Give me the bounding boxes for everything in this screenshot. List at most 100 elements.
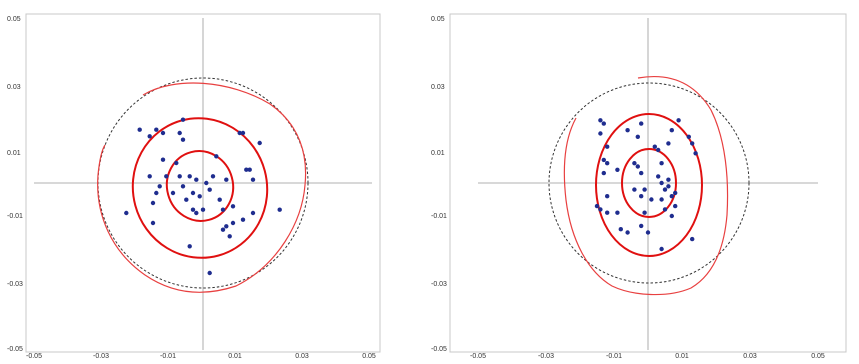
data-point	[669, 128, 674, 133]
data-point	[137, 127, 142, 132]
middle-red-ellipse	[595, 113, 703, 257]
data-point	[194, 210, 199, 216]
data-point	[605, 161, 610, 166]
data-point	[194, 177, 199, 182]
data-point	[200, 207, 206, 212]
data-point	[230, 220, 236, 226]
x-tick-label: 0.03	[743, 353, 757, 360]
data-point	[184, 197, 189, 202]
data-point	[639, 194, 644, 199]
data-point	[673, 203, 678, 209]
data-point	[210, 174, 216, 179]
y-tick-label: -0.01	[7, 213, 23, 220]
inner-red-ellipse	[621, 148, 677, 218]
data-point	[237, 130, 242, 136]
data-point	[676, 118, 681, 123]
data-point	[693, 151, 698, 156]
x-tick-label: 0.01	[228, 353, 242, 360]
data-point	[666, 184, 671, 189]
inner-red-ellipse	[165, 150, 235, 222]
data-point	[160, 130, 166, 136]
data-point	[177, 130, 182, 136]
outer-red-curve	[97, 82, 307, 293]
x-tick-label: 0.05	[811, 353, 825, 360]
data-point	[190, 207, 196, 212]
data-point	[662, 187, 668, 192]
data-points	[124, 117, 282, 276]
data-point	[230, 204, 236, 209]
y-tick-label: 0.03	[7, 84, 21, 91]
data-point	[669, 194, 674, 199]
data-point	[615, 167, 620, 172]
data-point	[257, 140, 262, 146]
data-point	[174, 160, 179, 166]
x-tick-label: -0.01	[160, 353, 176, 360]
data-point	[598, 131, 603, 136]
data-point	[635, 164, 640, 169]
data-point	[197, 194, 202, 199]
right-scatter-chart: -0.05 -0.03 -0.01 0.01 0.03 0.05 0.05 0.03 0.01 -…	[431, 13, 847, 360]
left-chart-panel: -0.05 -0.03 -0.01 0.01 0.03 0.05 0.05 0.03 0.01 -…	[0, 0, 400, 364]
data-point	[605, 210, 610, 215]
data-point	[180, 184, 186, 189]
data-point	[227, 234, 232, 239]
y-tick-label: 0.01	[7, 150, 21, 157]
data-point	[187, 244, 192, 249]
data-point	[666, 141, 671, 146]
data-point	[686, 134, 691, 139]
data-point	[659, 180, 664, 186]
data-point	[662, 207, 668, 212]
left-scatter-chart: -0.05 -0.03 -0.01 0.01 0.03 0.05 0.05 0.03 0.01 -…	[7, 13, 381, 360]
middle-red-ellipse	[131, 117, 269, 259]
data-point	[635, 134, 640, 139]
data-point	[150, 220, 156, 226]
x-tick-label: 0.03	[295, 353, 309, 360]
data-point	[601, 170, 606, 176]
y-tick-label: -0.05	[431, 346, 447, 353]
data-point	[247, 167, 252, 172]
data-point	[160, 157, 166, 162]
data-point	[240, 130, 246, 136]
data-point	[214, 154, 219, 159]
data-point	[204, 180, 209, 186]
data-point	[615, 210, 620, 215]
data-point	[649, 197, 654, 202]
plot-frame	[449, 13, 847, 353]
data-point	[605, 144, 610, 149]
x-tick-label: -0.05	[26, 353, 42, 360]
data-point	[659, 197, 664, 202]
y-tick-label: -0.01	[431, 213, 447, 220]
data-point	[625, 230, 630, 235]
dashed-reference-circle	[548, 82, 750, 284]
data-point	[632, 161, 637, 166]
data-point	[656, 174, 661, 179]
data-point	[150, 200, 156, 206]
data-point	[642, 187, 647, 192]
data-point	[250, 210, 256, 216]
data-point	[124, 210, 129, 216]
data-point	[618, 227, 623, 232]
data-point	[207, 270, 212, 276]
data-point	[240, 217, 246, 222]
data-point	[244, 167, 249, 172]
data-point	[170, 190, 176, 196]
data-point	[217, 197, 222, 202]
data-point	[659, 161, 664, 166]
data-point	[601, 157, 606, 163]
data-point	[180, 117, 186, 122]
data-point	[652, 144, 657, 149]
data-point	[666, 177, 671, 182]
data-point	[601, 121, 606, 126]
data-point	[154, 127, 159, 132]
data-point	[659, 246, 664, 252]
x-tick-label: -0.01	[606, 353, 622, 360]
y-tick-label: -0.05	[7, 346, 23, 353]
data-point	[639, 121, 644, 126]
data-point	[224, 224, 229, 229]
data-point	[669, 213, 674, 219]
data-point	[177, 174, 182, 179]
data-point	[164, 174, 169, 179]
data-point	[639, 170, 644, 176]
data-point	[187, 174, 192, 179]
data-point	[598, 207, 603, 212]
